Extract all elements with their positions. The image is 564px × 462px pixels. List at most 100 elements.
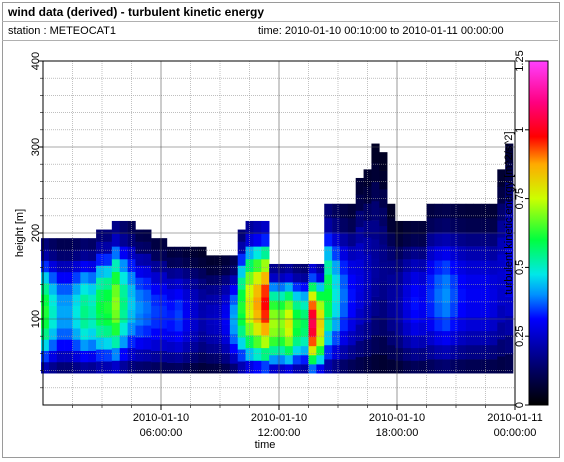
heatmap-cell <box>166 278 176 290</box>
heatmap-cell <box>277 345 286 356</box>
heatmap-cell <box>221 304 231 315</box>
heatmap-cell <box>103 349 113 362</box>
heatmap-cell <box>308 345 317 356</box>
heatmap-cell <box>206 284 215 295</box>
heatmap-cell <box>316 364 325 374</box>
heatmap-cell <box>308 263 317 274</box>
heatmap-cell <box>135 361 144 374</box>
heatmap-cell <box>151 238 160 250</box>
colorbar-tick-label: 0.25 <box>514 325 526 346</box>
heatmap-cell <box>497 356 506 374</box>
heatmap-cell <box>450 246 459 261</box>
heatmap-cell <box>277 318 286 328</box>
heatmap-cell <box>72 271 81 284</box>
heatmap-cell <box>237 349 246 362</box>
heatmap-cell <box>473 274 482 289</box>
heatmap-cell <box>284 345 294 356</box>
heatmap-cell <box>174 257 183 269</box>
heatmap-cell <box>229 353 238 364</box>
heatmap-cell <box>143 361 152 374</box>
heatmap-cell <box>174 246 183 258</box>
heatmap-cell <box>269 273 278 283</box>
heatmap-cell <box>284 318 294 328</box>
heatmap-cell <box>489 231 498 247</box>
heatmap-cell <box>292 354 301 365</box>
heatmap-cell <box>371 277 380 297</box>
heatmap-cell <box>277 291 286 301</box>
heatmap-cell <box>442 217 451 233</box>
heatmap-cell <box>292 364 301 374</box>
heatmap-cell <box>292 291 301 301</box>
heatmap-cell <box>339 330 349 346</box>
heatmap-cell <box>41 294 50 306</box>
heatmap-cell <box>363 254 372 272</box>
heatmap-cell <box>103 277 113 290</box>
heatmap-cell <box>103 253 113 266</box>
heatmap-cell <box>56 316 65 329</box>
heatmap-cell <box>119 297 128 311</box>
heatmap-cell <box>135 277 144 290</box>
heatmap-cell <box>198 362 207 374</box>
heatmap-cell <box>355 243 364 260</box>
heatmap-cell <box>355 210 364 228</box>
heatmap-cell <box>332 274 341 289</box>
heatmap-cell <box>80 238 89 250</box>
heatmap-cell <box>402 271 412 285</box>
heatmap-cell <box>88 238 97 250</box>
heatmap-cell <box>261 309 270 323</box>
heatmap-cell <box>450 217 459 233</box>
heatmap-cell <box>347 274 356 289</box>
heatmap-cell <box>151 271 160 284</box>
heatmap-cell <box>214 363 223 374</box>
heatmap-cell <box>332 359 341 374</box>
heatmap-cell <box>245 271 254 285</box>
heatmap-cell <box>261 271 270 285</box>
heatmap-cell <box>143 253 152 266</box>
heatmap-cell <box>489 330 498 346</box>
heatmap-cell <box>418 360 427 374</box>
heatmap-cell <box>442 203 451 219</box>
heatmap-cell <box>159 316 168 329</box>
heatmap-cell <box>245 246 254 260</box>
heatmap-cell <box>395 297 404 311</box>
heatmap-cell <box>410 309 419 323</box>
heatmap-cell <box>245 347 254 361</box>
heatmap-cell <box>355 194 364 211</box>
heatmap-cell <box>308 309 317 319</box>
heatmap-cell <box>347 246 356 261</box>
heatmap-cell <box>261 360 270 374</box>
heatmap-cell <box>355 308 364 325</box>
heatmap-cell <box>371 162 380 183</box>
heatmap-cell <box>387 274 396 289</box>
heatmap-cell <box>103 337 113 350</box>
heatmap-cell <box>387 330 396 346</box>
heatmap-cell <box>426 359 435 374</box>
heatmap-cell <box>505 239 514 259</box>
heatmap-cell <box>284 273 294 283</box>
heatmap-cell <box>465 246 474 261</box>
heatmap-cell <box>371 220 380 240</box>
heatmap-cell <box>174 267 183 279</box>
heatmap-cell <box>457 359 467 374</box>
heatmap-cell <box>96 229 105 242</box>
heatmap-cell <box>402 297 412 311</box>
heatmap-cell <box>434 316 443 332</box>
heatmap-cell <box>182 309 191 321</box>
colorbar-tick-label: 0 <box>514 402 526 408</box>
heatmap-cell <box>48 238 58 250</box>
heatmap-cell <box>253 220 262 234</box>
x-tick-date: 2010-01-11 <box>487 412 542 424</box>
heatmap-cell <box>190 299 199 311</box>
heatmap-cell <box>300 364 309 374</box>
heatmap-cell <box>316 282 325 292</box>
heatmap-cell <box>300 291 309 301</box>
heatmap-cell <box>253 322 262 336</box>
heatmap-cell <box>316 336 325 347</box>
heatmap-cell <box>457 260 467 275</box>
heatmap-cell <box>489 302 498 318</box>
heatmap-cell <box>135 253 144 266</box>
heatmap-cell <box>41 249 50 261</box>
heatmap-cell <box>332 330 341 346</box>
heatmap-cell <box>269 309 278 319</box>
heatmap-cell <box>395 259 404 272</box>
